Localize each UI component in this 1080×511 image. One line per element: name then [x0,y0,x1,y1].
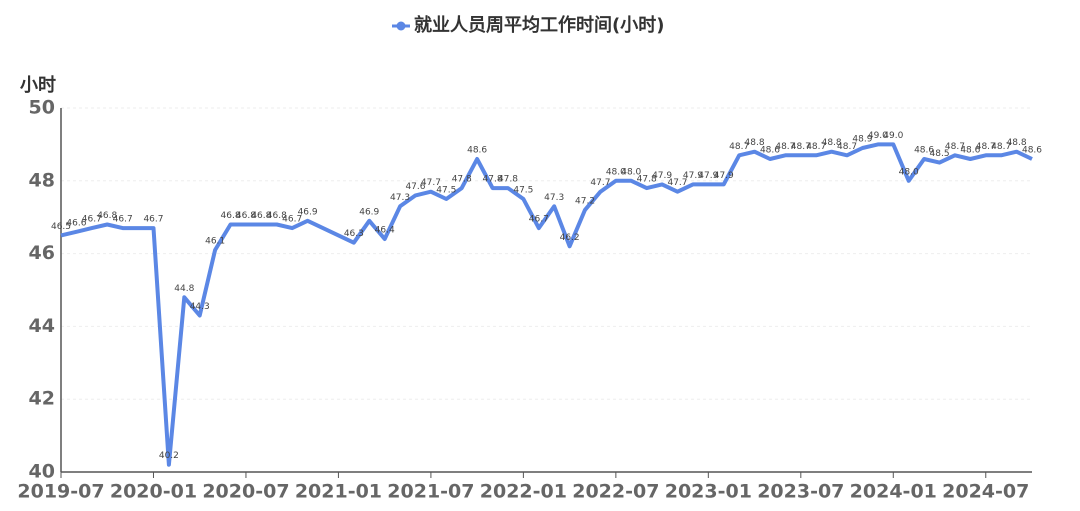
value-label: 48.9 [852,135,872,145]
x-tick-label: 2022-01 [480,481,567,503]
value-label: 47.5 [436,186,456,196]
value-label: 48.6 [914,145,934,155]
value-label: 48.8 [822,138,842,148]
x-tick-label: 2021-07 [387,481,474,503]
value-label: 46.9 [298,207,318,217]
value-label: 48.7 [976,142,996,152]
value-label: 48.5 [930,149,950,159]
value-label: 48.7 [729,142,749,152]
value-label: 46.6 [66,218,86,228]
value-label: 48.7 [945,142,965,152]
value-label: 47.7 [421,178,441,188]
value-label: 46.7 [113,215,133,225]
y-tick-label: 44 [29,315,55,337]
y-tick-label: 46 [29,242,55,264]
chart-title: 就业人员周平均工作时间(小时) [414,14,664,36]
value-label: 46.7 [143,215,163,225]
value-label: 47.2 [575,196,595,206]
x-tick-label: 2021-01 [295,481,382,503]
value-label: 48.6 [467,145,487,155]
value-label: 46.2 [560,233,580,243]
value-label: 48.7 [775,142,795,152]
value-label: 47.9 [698,171,718,181]
value-label: 46.8 [251,211,271,221]
value-label: 47.5 [513,186,533,196]
value-label: 40.2 [159,451,179,461]
value-label: 46.1 [205,236,225,246]
value-label: 46.7 [82,215,102,225]
x-tick-label: 2024-07 [942,481,1029,503]
value-label: 47.8 [452,175,472,185]
y-tick-label: 40 [29,461,55,483]
x-tick-label: 2020-01 [110,481,197,503]
value-label: 48.7 [991,142,1011,152]
x-tick-label: 2019-07 [17,481,104,503]
legend-marker [396,21,406,31]
value-label: 46.8 [97,211,117,221]
value-label: 46.8 [236,211,256,221]
value-label: 48.0 [899,167,919,177]
value-label: 46.8 [221,211,241,221]
y-axis-label: 小时 [20,75,56,96]
value-label: 47.8 [637,175,657,185]
value-label: 47.8 [483,175,503,185]
value-label: 48.6 [760,145,780,155]
value-label: 47.9 [683,171,703,181]
value-label: 49.0 [883,131,903,141]
value-label: 47.6 [405,182,425,192]
value-label: 44.8 [174,284,194,294]
value-label: 49.0 [868,131,888,141]
value-label: 46.8 [267,211,287,221]
x-tick-label: 2023-01 [665,481,752,503]
x-tick-label: 2020-07 [202,481,289,503]
y-tick-label: 42 [29,388,55,410]
value-label: 46.7 [529,215,549,225]
x-tick-label: 2024-01 [850,481,937,503]
value-label: 47.3 [390,193,410,203]
value-label: 47.9 [714,171,734,181]
value-label: 48.8 [1007,138,1027,148]
value-label: 48.8 [745,138,765,148]
value-label: 44.3 [190,302,210,312]
value-label: 47.9 [652,171,672,181]
value-label: 48.7 [791,142,811,152]
value-label: 46.9 [359,207,379,217]
y-tick-label: 50 [29,97,55,119]
value-label: 47.7 [590,178,610,188]
value-label: 47.8 [498,175,518,185]
value-label: 48.7 [837,142,857,152]
value-label: 47.7 [667,178,687,188]
y-tick-label: 48 [29,169,55,191]
value-label: 48.7 [806,142,826,152]
value-label: 46.4 [375,226,395,236]
value-label: 46.3 [344,229,364,239]
value-label: 48.0 [621,167,641,177]
x-tick-label: 2023-07 [757,481,844,503]
x-tick-label: 2022-07 [572,481,659,503]
value-label: 48.0 [606,167,626,177]
value-label: 47.3 [544,193,564,203]
value-label: 46.5 [51,222,71,232]
value-label: 48.6 [960,145,980,155]
value-label: 48.6 [1022,145,1042,155]
value-label: 46.7 [282,215,302,225]
data-line [60,142,1033,467]
